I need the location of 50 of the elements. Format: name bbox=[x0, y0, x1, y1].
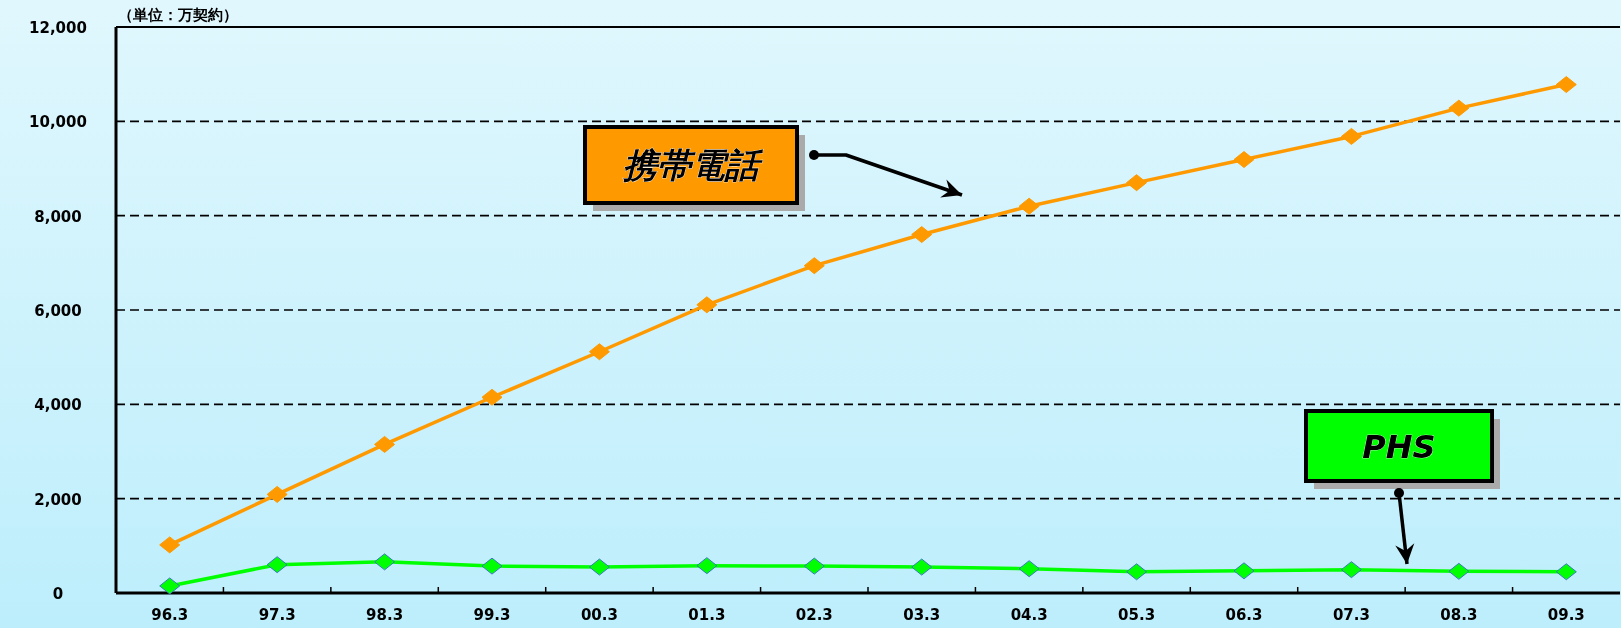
x-tick-label: 96.3 bbox=[151, 606, 189, 624]
y-tick-label: 12,000 bbox=[29, 19, 87, 37]
y-axis-title: （単位：万契約） bbox=[118, 6, 238, 24]
point bbox=[1340, 561, 1362, 579]
point bbox=[803, 557, 825, 575]
point bbox=[1555, 563, 1577, 581]
point bbox=[588, 558, 610, 576]
point bbox=[1448, 562, 1470, 580]
y-tick-label: 0 bbox=[52, 585, 64, 603]
x-tick-label: 06.3 bbox=[1225, 606, 1263, 624]
point bbox=[1233, 151, 1255, 169]
point bbox=[911, 558, 933, 576]
y-tick-label: 4,000 bbox=[34, 396, 82, 415]
point bbox=[1555, 76, 1577, 94]
point bbox=[374, 553, 396, 571]
point bbox=[1018, 197, 1040, 215]
x-tick-label: 00.3 bbox=[580, 606, 618, 624]
x-tick-label: 08.3 bbox=[1440, 606, 1478, 624]
x-tick-label: 07.3 bbox=[1332, 606, 1370, 624]
x-tick-label: 09.3 bbox=[1547, 606, 1585, 624]
point bbox=[481, 388, 503, 406]
x-tick-label: 05.3 bbox=[1118, 606, 1156, 624]
x-tick-label: 03.3 bbox=[903, 606, 941, 624]
point bbox=[374, 435, 396, 453]
y-tick-label: 2,000 bbox=[34, 490, 82, 509]
point bbox=[1126, 174, 1148, 192]
point bbox=[911, 226, 933, 244]
x-tick-label: 99.3 bbox=[473, 606, 511, 624]
y-tick-label: 8,000 bbox=[34, 207, 82, 226]
point bbox=[696, 557, 718, 575]
point bbox=[1126, 563, 1148, 581]
point bbox=[266, 485, 288, 503]
point bbox=[1340, 127, 1362, 145]
point bbox=[1018, 560, 1040, 578]
point bbox=[1233, 562, 1255, 580]
point bbox=[696, 296, 718, 314]
point bbox=[159, 577, 181, 595]
point bbox=[159, 536, 181, 554]
y-tick-label: 6,000 bbox=[34, 302, 82, 320]
x-tick-label: 02.3 bbox=[795, 606, 833, 624]
point bbox=[803, 257, 825, 275]
x-tick-label: 98.3 bbox=[366, 606, 404, 624]
x-tick-label: 04.3 bbox=[1010, 606, 1048, 624]
point bbox=[1448, 99, 1470, 117]
point bbox=[266, 556, 288, 574]
point bbox=[588, 343, 610, 361]
x-tick-label: 01.3 bbox=[688, 606, 726, 624]
x-tick-label: 97.3 bbox=[258, 606, 296, 624]
y-tick-label: 10,000 bbox=[29, 113, 87, 132]
point bbox=[481, 557, 503, 575]
